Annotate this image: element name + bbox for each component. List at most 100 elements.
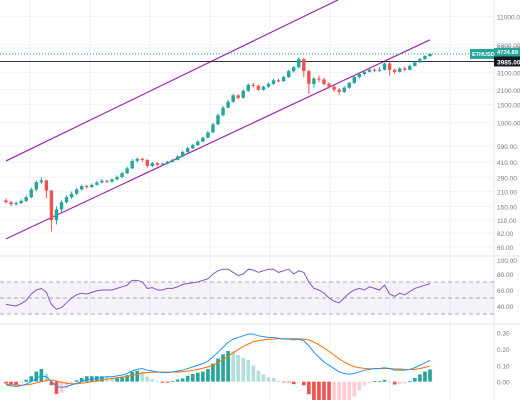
level-badge: 3985.00 bbox=[494, 56, 520, 67]
candle-body bbox=[175, 156, 180, 160]
candle bbox=[392, 68, 397, 75]
candle-body bbox=[312, 78, 316, 84]
candle bbox=[105, 179, 109, 183]
macd-histogram-bar bbox=[236, 354, 241, 382]
price-plot-area bbox=[0, 0, 494, 248]
candle bbox=[387, 61, 392, 76]
candle-body bbox=[377, 69, 382, 71]
macd-histogram-bar bbox=[387, 381, 392, 383]
macd-tick-label: 0.00 bbox=[497, 380, 510, 387]
candle bbox=[24, 195, 28, 203]
macd-line bbox=[5, 333, 431, 388]
candle-body bbox=[291, 67, 296, 72]
macd-histogram-bar bbox=[226, 351, 230, 382]
candle-body bbox=[216, 115, 220, 125]
candle-body bbox=[185, 148, 190, 152]
candle-body bbox=[206, 132, 210, 138]
price-tick-label: 60.00 bbox=[497, 245, 514, 252]
macd-histogram-bar bbox=[271, 378, 276, 382]
price-tick-label: 1500.00 bbox=[497, 103, 520, 110]
candle bbox=[165, 160, 170, 165]
candle-body bbox=[246, 84, 251, 91]
candle-body bbox=[397, 68, 402, 72]
candle bbox=[276, 78, 281, 83]
candle bbox=[135, 157, 139, 163]
candle bbox=[4, 198, 8, 204]
macd-histogram-bar bbox=[160, 381, 165, 383]
candle-body bbox=[392, 69, 397, 72]
macd-histogram-bar bbox=[241, 357, 246, 382]
macd-histogram-bar bbox=[312, 381, 316, 404]
macd-histogram-bar bbox=[317, 381, 321, 405]
candle bbox=[372, 68, 377, 72]
candle-body bbox=[115, 176, 119, 180]
macd-histogram-bar bbox=[261, 374, 266, 382]
candle-body bbox=[79, 186, 84, 190]
macd-histogram-bar bbox=[382, 379, 387, 382]
candle-body bbox=[90, 184, 94, 188]
candle bbox=[403, 66, 407, 72]
macd-histogram-bar bbox=[69, 381, 74, 384]
candle-body bbox=[29, 189, 33, 198]
macd-histogram-bar bbox=[322, 381, 326, 405]
candle bbox=[100, 178, 104, 184]
macd-panel bbox=[4, 333, 432, 405]
rsi-line bbox=[5, 268, 431, 310]
candle bbox=[226, 99, 230, 109]
macd-histogram-bar bbox=[95, 376, 99, 382]
candle-body bbox=[196, 141, 200, 146]
rsi-tick-label: 60.00 bbox=[497, 288, 514, 295]
candle-body bbox=[251, 84, 256, 86]
macd-histogram-bar bbox=[296, 381, 301, 383]
candle-body bbox=[201, 137, 205, 142]
candle-body bbox=[261, 86, 266, 90]
macd-tick-label: 0.10 bbox=[497, 363, 510, 370]
macd-histogram-bar bbox=[49, 381, 54, 386]
macd-histogram-bar bbox=[110, 378, 114, 382]
price-tick-label: 3100.00 bbox=[497, 71, 520, 78]
macd-histogram-bar bbox=[44, 373, 49, 382]
macd-tick-label: 0.20 bbox=[497, 347, 510, 354]
candle-body bbox=[150, 163, 155, 166]
symbol-label: ETHUSD bbox=[472, 52, 495, 58]
macd-histogram-bar bbox=[24, 379, 29, 382]
price-tick-label: 2100.00 bbox=[497, 88, 520, 95]
candle bbox=[322, 77, 326, 86]
macd-histogram-bar bbox=[407, 381, 412, 383]
macd-histogram-bar bbox=[402, 381, 407, 384]
candle-body bbox=[34, 182, 39, 190]
candle-body bbox=[130, 160, 134, 169]
candle bbox=[196, 140, 200, 146]
candle bbox=[115, 175, 119, 181]
candle bbox=[29, 187, 33, 199]
candle-body bbox=[317, 78, 321, 80]
candle bbox=[125, 166, 129, 175]
macd-histogram-bar bbox=[372, 381, 377, 383]
candle bbox=[180, 150, 185, 158]
candle bbox=[69, 191, 74, 199]
candle bbox=[54, 206, 59, 225]
candle-body bbox=[297, 59, 301, 68]
last-price-value: 4724.89 bbox=[497, 50, 519, 56]
candle bbox=[297, 57, 301, 69]
candle-body bbox=[19, 200, 23, 204]
candle bbox=[130, 158, 134, 170]
macd-tick-label: 0.30 bbox=[497, 331, 510, 338]
macd-histogram-bar bbox=[352, 381, 357, 397]
candle-body bbox=[49, 190, 54, 221]
macd-histogram-bar bbox=[211, 363, 215, 382]
symbol-badge: ETHUSD bbox=[470, 48, 495, 59]
candle-body bbox=[54, 209, 59, 221]
candle-body bbox=[14, 203, 18, 205]
channel-upper-line bbox=[5, 0, 340, 162]
candle bbox=[150, 161, 155, 168]
candle bbox=[39, 177, 44, 184]
candle-body bbox=[145, 159, 150, 166]
macd-histogram-bar bbox=[39, 369, 44, 382]
macd-histogram-bar bbox=[256, 370, 261, 382]
candle-body bbox=[418, 59, 422, 63]
candle bbox=[413, 61, 417, 67]
level-value: 3985.00 bbox=[497, 59, 520, 66]
macd-histogram-bar bbox=[170, 380, 175, 382]
rsi-tick-label: 80.00 bbox=[497, 272, 514, 279]
